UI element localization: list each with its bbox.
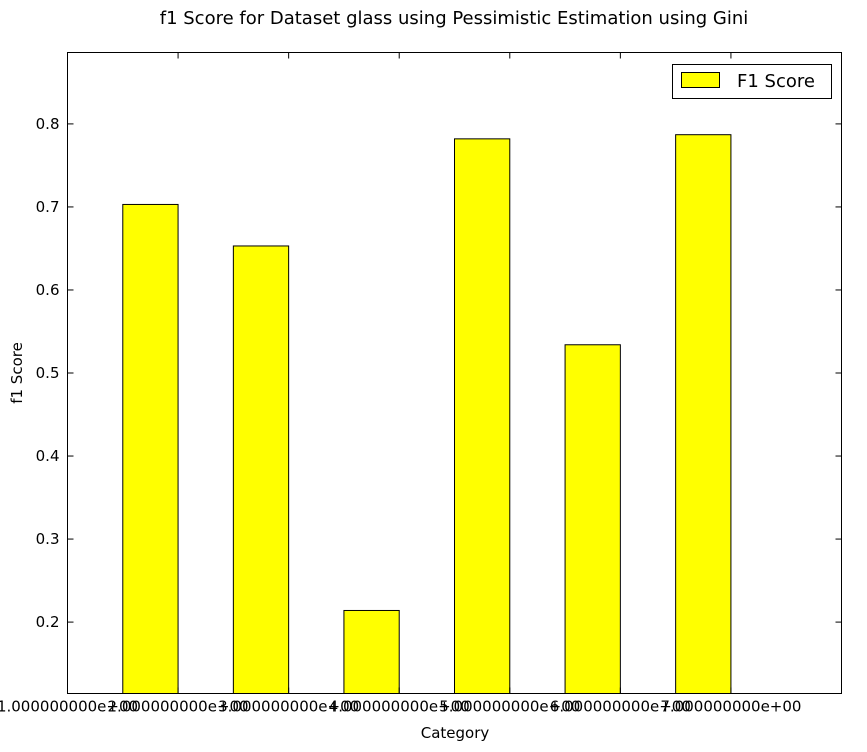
x-tick-label: 5.000000000e+00 <box>439 698 580 716</box>
bar <box>454 138 511 694</box>
x-tick-label: 2.000000000e+00 <box>108 698 249 716</box>
y-tick-label: 0.6 <box>36 281 60 299</box>
bar <box>122 203 179 694</box>
x-tick-label: 6.000000000e+00 <box>550 698 691 716</box>
bars-group <box>122 134 732 695</box>
y-tick-label: 0.3 <box>36 530 60 548</box>
legend-label: F1 Score <box>737 71 815 92</box>
x-tick-label: 3.000000000e+00 <box>218 698 359 716</box>
y-tick-label: 0.4 <box>36 447 60 465</box>
bar <box>564 344 621 694</box>
y-axis-ticks: 0.2 0.3 0.4 0.5 0.6 0.7 0.8 <box>36 115 842 631</box>
x-tick-label: 7.000000000e+00 <box>660 698 801 716</box>
x-tick-label: 1.000000000e+00 <box>0 698 138 716</box>
legend: F1 Score <box>672 64 832 99</box>
y-tick-label: 0.8 <box>36 115 60 133</box>
bar <box>675 134 732 694</box>
x-axis-label: Category <box>421 724 490 742</box>
y-axis-label: f1 Score <box>8 342 26 404</box>
chart-title: f1 Score for Dataset glass using Pessimi… <box>160 8 749 29</box>
x-axis-ticks: 1.000000000e+002.000000000e+003.00000000… <box>0 52 801 716</box>
legend-swatch <box>681 72 720 88</box>
y-tick-label: 0.7 <box>36 198 60 216</box>
y-tick-label: 0.2 <box>36 613 60 631</box>
x-tick-label: 4.000000000e+00 <box>329 698 470 716</box>
bar <box>232 245 290 694</box>
y-tick-label: 0.5 <box>36 364 60 382</box>
bar <box>343 609 400 695</box>
